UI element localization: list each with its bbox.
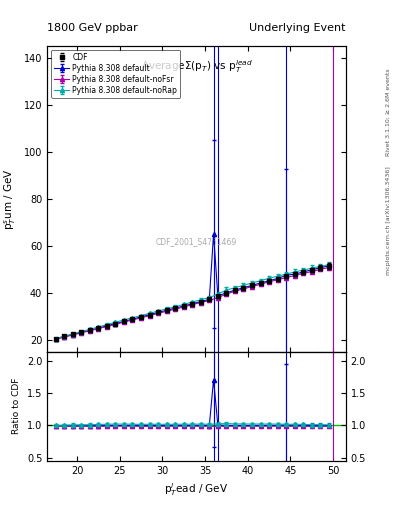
Text: Rivet 3.1.10; ≥ 2.6M events: Rivet 3.1.10; ≥ 2.6M events xyxy=(386,69,391,157)
Text: Underlying Event: Underlying Event xyxy=(249,23,346,33)
Y-axis label: p$_{T}^{s}$um / GeV: p$_{T}^{s}$um / GeV xyxy=(3,168,18,230)
Text: CDF_2001_S4751469: CDF_2001_S4751469 xyxy=(156,237,237,246)
Text: 1800 GeV ppbar: 1800 GeV ppbar xyxy=(47,23,138,33)
Text: mcplots.cern.ch [arXiv:1306.3436]: mcplots.cern.ch [arXiv:1306.3436] xyxy=(386,166,391,274)
X-axis label: p$_{T}^{l}$ead / GeV: p$_{T}^{l}$ead / GeV xyxy=(164,481,229,498)
Legend: CDF, Pythia 8.308 default, Pythia 8.308 default-noFsr, Pythia 8.308 default-noRa: CDF, Pythia 8.308 default, Pythia 8.308 … xyxy=(51,50,180,98)
Text: Average$\Sigma$(p$_{T}$) vs p$_{T}^{lead}$: Average$\Sigma$(p$_{T}$) vs p$_{T}^{lead… xyxy=(141,58,252,75)
Y-axis label: Ratio to CDF: Ratio to CDF xyxy=(12,378,21,434)
